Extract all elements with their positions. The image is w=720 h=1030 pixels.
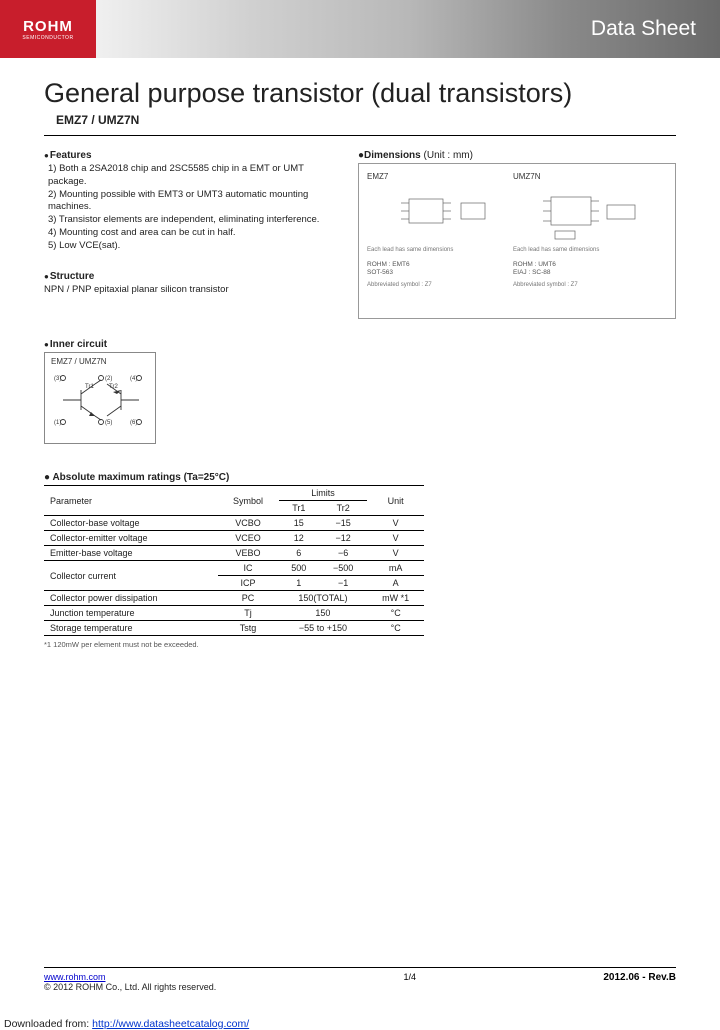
svg-text:(3): (3) (54, 376, 61, 382)
download-prefix: Downloaded from: (4, 1018, 92, 1030)
page-footer: www.rohm.com © 2012 ROHM Co., Ltd. All r… (0, 967, 720, 992)
features-list: 1) Both a 2SA2018 chip and 2SC5585 chip … (44, 163, 334, 253)
copyright-text: © 2012 ROHM Co., Ltd. All rights reserve… (44, 982, 216, 992)
table-row: Junction temperatureTj150°C (44, 606, 424, 621)
inner-circuit-label: EMZ7 / UMZ7N (51, 357, 149, 366)
footer-divider (44, 967, 676, 968)
header-gradient: Data Sheet (96, 0, 720, 58)
structure-heading: Structure (44, 271, 334, 282)
ratings-note: *1 120mW per element must not be exceede… (44, 640, 676, 649)
pkg-note-left: Each lead has same dimensions (367, 247, 511, 253)
feature-item: 5) Low VCE(sat). (48, 240, 334, 253)
inner-circuit-heading: Inner circuit (44, 339, 676, 350)
table-row: Emitter-base voltageVEBO6−6V (44, 546, 424, 561)
download-source-link[interactable]: http://www.datasheetcatalog.com/ (92, 1018, 249, 1030)
revision-label: 2012.06 - Rev.B (603, 972, 676, 983)
dimensions-box: EMZ7 Each lead has same dimensions (358, 163, 676, 319)
features-heading: Features (44, 150, 334, 161)
header-band: ROHM SEMICONDUCTOR Data Sheet (0, 0, 720, 58)
download-line: Downloaded from: http://www.datasheetcat… (0, 1018, 720, 1030)
svg-text:(1): (1) (54, 420, 61, 426)
pkg-outline-umz7n-icon (513, 185, 657, 241)
feature-item: 1) Both a 2SA2018 chip and 2SC5585 chip … (48, 163, 334, 189)
rohm-url-link[interactable]: www.rohm.com (44, 972, 106, 982)
structure-text: NPN / PNP epitaxial planar silicon trans… (44, 284, 334, 295)
feature-item: 4) Mounting cost and area can be cut in … (48, 227, 334, 240)
feature-item: 2) Mounting possible with EMT3 or UMT3 a… (48, 189, 334, 215)
col-symbol: Symbol (218, 486, 279, 516)
feature-item: 3) Transistor elements are independent, … (48, 214, 334, 227)
col-limits: Limits (279, 486, 368, 501)
table-row: Storage temperatureTstg−55 to +150°C (44, 621, 424, 636)
col-unit: Unit (367, 486, 424, 516)
dimensions-right-pkg: UMZ7N Each lead has same di (513, 172, 657, 288)
page-title: General purpose transistor (dual transis… (44, 78, 676, 109)
table-row: Collector-emitter voltageVCEO12−12V (44, 531, 424, 546)
dimensions-heading-unit: (Unit : mm) (421, 150, 473, 161)
table-row: Collector currentIC500−500mA (44, 561, 424, 576)
pkg-codes-right: ROHM : UMT6 EIAJ : SC-88 (513, 261, 657, 278)
title-divider (44, 135, 676, 136)
table-row: Collector-base voltageVCBO15−15V (44, 516, 424, 531)
document-type-label: Data Sheet (591, 17, 696, 41)
ratings-table: Parameter Symbol Limits Unit Tr1 Tr2 Col… (44, 485, 424, 636)
svg-text:Tr2: Tr2 (109, 384, 118, 390)
pkg-name-umz7n: UMZ7N (513, 172, 657, 181)
dimensions-left-pkg: EMZ7 Each lead has same dimensions (367, 172, 511, 288)
pkg-name-emz7: EMZ7 (367, 172, 511, 181)
inner-circuit-schematic-icon: (3) (1) (2) (5) (4) (6) Tr1 (51, 368, 151, 432)
col-tr1: Tr1 (279, 501, 319, 516)
footer-left: www.rohm.com © 2012 ROHM Co., Ltd. All r… (44, 972, 216, 992)
pkg-codes-left: ROHM : EMT6 SOT-563 (367, 261, 511, 278)
svg-text:(4): (4) (130, 376, 137, 382)
pkg-outline-emz7-icon (367, 185, 511, 241)
pkg-abbrev-left: Abbreviated symbol : Z7 (367, 282, 511, 288)
col-tr2: Tr2 (319, 501, 367, 516)
svg-text:(6): (6) (130, 420, 137, 426)
pkg-note-right: Each lead has same dimensions (513, 247, 657, 253)
page-root: ROHM SEMICONDUCTOR Data Sheet General pu… (0, 0, 720, 1012)
two-column-layout: Features 1) Both a 2SA2018 chip and 2SC5… (44, 150, 676, 319)
right-column: ●Dimensions (Unit : mm) EMZ7 (358, 150, 676, 319)
svg-text:(2): (2) (105, 376, 112, 382)
ratings-heading: ● Absolute maximum ratings (Ta=25°C) (44, 472, 676, 483)
dimensions-heading-bold: Dimensions (364, 150, 421, 161)
page-number: 1/4 (404, 972, 417, 982)
col-parameter: Parameter (44, 486, 218, 516)
brand-name: ROHM (23, 18, 73, 35)
svg-text:Tr1: Tr1 (85, 384, 94, 390)
brand-logo: ROHM SEMICONDUCTOR (0, 0, 96, 58)
part-numbers: EMZ7 / UMZ7N (44, 113, 676, 127)
content-area: General purpose transistor (dual transis… (0, 58, 720, 649)
ratings-tbody: Collector-base voltageVCBO15−15V Collect… (44, 516, 424, 636)
left-column: Features 1) Both a 2SA2018 chip and 2SC5… (44, 150, 334, 319)
svg-text:(5): (5) (105, 420, 112, 426)
inner-circuit-box: EMZ7 / UMZ7N (3) (1) (2) (5) (4) (6) (44, 352, 156, 444)
dimensions-heading: ●Dimensions (Unit : mm) (358, 150, 676, 161)
table-row: Collector power dissipationPC150(TOTAL)m… (44, 591, 424, 606)
brand-subtitle: SEMICONDUCTOR (22, 35, 73, 41)
pkg-abbrev-right: Abbreviated symbol : Z7 (513, 282, 657, 288)
